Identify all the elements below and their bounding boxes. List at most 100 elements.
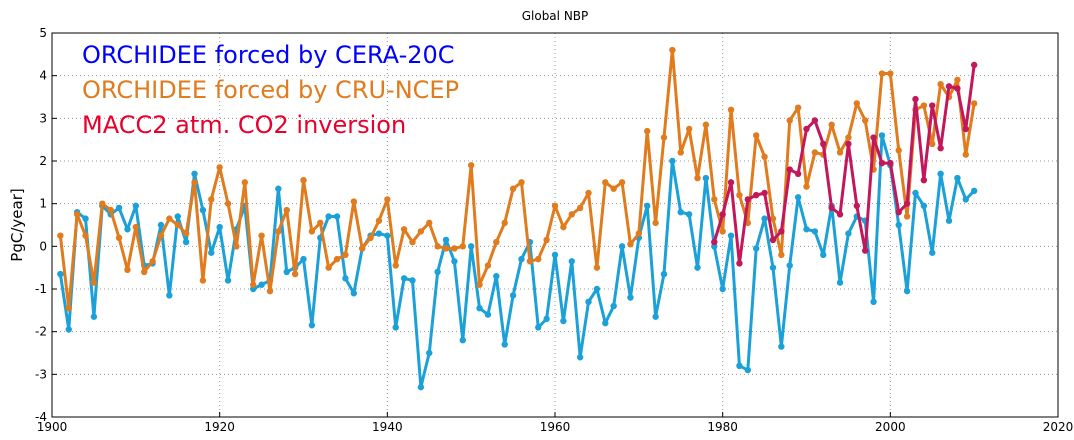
chart-title: Global NBP bbox=[522, 9, 589, 23]
data-point bbox=[744, 196, 752, 203]
data-point bbox=[895, 147, 902, 154]
data-point bbox=[912, 189, 919, 197]
data-point bbox=[627, 241, 634, 248]
data-point bbox=[300, 255, 307, 263]
data-point bbox=[769, 215, 777, 222]
data-point bbox=[258, 232, 265, 239]
y-tick-label: 5 bbox=[39, 26, 47, 40]
data-point bbox=[660, 270, 668, 278]
data-point bbox=[669, 46, 676, 54]
legend-entry: ORCHIDEE forced by CRU-NCEP bbox=[82, 76, 459, 104]
legend-entry: MACC2 atm. CO2 inversion bbox=[82, 111, 406, 139]
data-point bbox=[493, 273, 500, 280]
data-point bbox=[551, 251, 559, 259]
data-point bbox=[719, 285, 726, 293]
data-point bbox=[618, 179, 626, 186]
data-point bbox=[828, 204, 835, 212]
y-tick-label: 4 bbox=[39, 69, 47, 83]
data-point bbox=[962, 125, 969, 133]
data-point bbox=[224, 200, 232, 207]
data-point bbox=[694, 174, 701, 182]
data-point bbox=[426, 219, 433, 227]
data-point bbox=[132, 202, 140, 209]
data-point bbox=[342, 275, 349, 282]
data-point bbox=[82, 215, 89, 222]
data-point bbox=[434, 243, 441, 250]
data-point bbox=[442, 236, 450, 244]
data-point bbox=[65, 326, 72, 333]
data-point bbox=[769, 236, 777, 244]
data-point bbox=[115, 234, 123, 241]
data-point bbox=[593, 264, 601, 271]
data-point bbox=[929, 102, 936, 109]
data-point bbox=[820, 140, 827, 148]
data-point bbox=[761, 215, 768, 222]
data-point bbox=[585, 189, 592, 197]
data-point bbox=[627, 294, 634, 301]
data-point bbox=[702, 121, 710, 128]
data-point bbox=[937, 145, 944, 152]
data-point bbox=[442, 245, 450, 252]
data-point bbox=[593, 285, 601, 293]
data-point bbox=[375, 217, 383, 224]
data-point bbox=[476, 281, 483, 288]
data-point bbox=[887, 159, 894, 167]
data-point bbox=[803, 226, 810, 233]
y-axis-label: PgC/year] bbox=[8, 188, 26, 261]
data-point bbox=[602, 179, 609, 186]
data-point bbox=[811, 117, 819, 124]
data-point bbox=[878, 132, 886, 139]
data-point bbox=[459, 337, 466, 344]
data-point bbox=[778, 251, 785, 259]
data-point bbox=[73, 211, 81, 218]
data-point bbox=[115, 204, 123, 212]
data-point bbox=[727, 232, 735, 239]
data-point bbox=[903, 213, 911, 220]
data-point bbox=[711, 196, 718, 203]
data-point bbox=[970, 100, 978, 107]
data-point bbox=[250, 281, 257, 288]
data-point bbox=[275, 228, 282, 235]
data-point bbox=[719, 228, 726, 235]
y-tick-label: -3 bbox=[35, 367, 47, 381]
data-point bbox=[275, 185, 282, 192]
data-point bbox=[400, 226, 408, 233]
data-point bbox=[912, 95, 919, 103]
data-point bbox=[878, 159, 886, 167]
data-point bbox=[157, 232, 165, 239]
data-point bbox=[216, 164, 223, 171]
data-point bbox=[426, 349, 433, 357]
data-point bbox=[333, 213, 341, 220]
data-point bbox=[853, 202, 860, 209]
data-point bbox=[493, 238, 500, 246]
data-point bbox=[409, 238, 416, 246]
data-point bbox=[392, 324, 399, 331]
data-point bbox=[786, 262, 793, 269]
data-point bbox=[459, 243, 466, 250]
data-point bbox=[551, 202, 559, 209]
x-tick-label: 1900 bbox=[37, 420, 68, 434]
y-tick-label: -4 bbox=[35, 410, 47, 424]
data-point bbox=[644, 127, 651, 135]
data-point bbox=[358, 245, 366, 252]
data-point bbox=[467, 243, 475, 250]
data-point bbox=[191, 170, 198, 177]
data-point bbox=[836, 279, 844, 286]
y-tick-label: -1 bbox=[35, 282, 47, 296]
data-point bbox=[124, 226, 131, 233]
data-point bbox=[124, 266, 131, 273]
data-point bbox=[484, 311, 492, 318]
data-point bbox=[803, 125, 810, 133]
data-point bbox=[199, 206, 207, 214]
data-point bbox=[778, 228, 785, 235]
data-point bbox=[333, 255, 341, 263]
data-point bbox=[224, 277, 232, 284]
data-point bbox=[568, 211, 575, 218]
data-point bbox=[82, 232, 89, 239]
data-point bbox=[400, 275, 408, 282]
data-point bbox=[618, 243, 626, 250]
data-point bbox=[761, 153, 768, 160]
data-point bbox=[417, 383, 425, 391]
data-point bbox=[57, 232, 64, 239]
data-point bbox=[484, 262, 492, 269]
